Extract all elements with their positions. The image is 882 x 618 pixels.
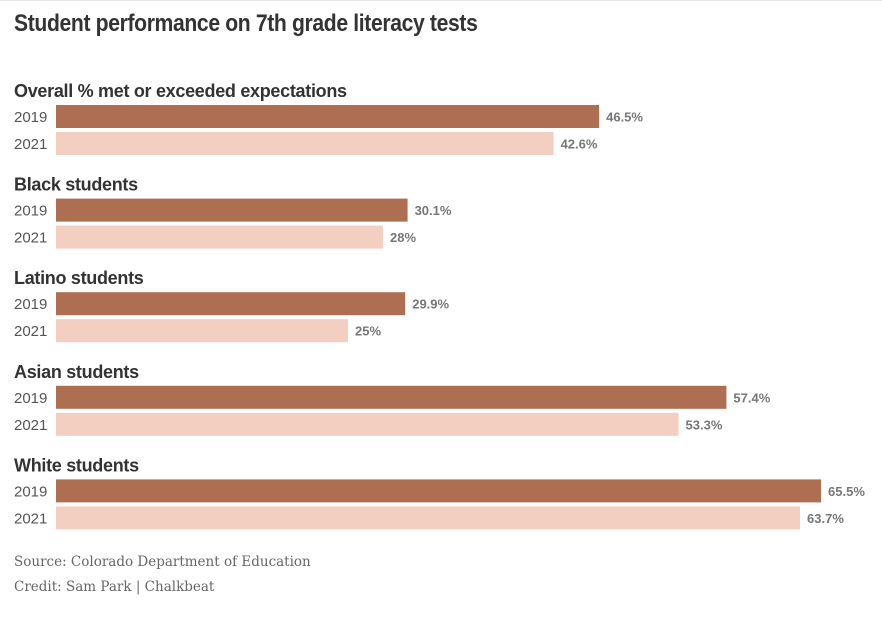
value-label: 25% — [355, 324, 381, 339]
value-label: 63.7% — [807, 511, 844, 526]
year-label: 2021 — [14, 510, 47, 527]
value-label: 57.4% — [733, 390, 770, 405]
bar-chart: Overall % met or exceeded expectations 20… — [14, 81, 865, 530]
group-label: Asian students — [14, 362, 139, 382]
chart-title: Student performance on 7th grade literac… — [14, 10, 478, 37]
bar-2019 — [56, 198, 408, 222]
value-label: 42.6% — [561, 137, 598, 152]
credit-note: Credit: Sam Park | Chalkbeat — [14, 579, 215, 595]
bar-2019 — [56, 105, 600, 128]
bar-2019 — [56, 385, 727, 409]
value-label: 30.1% — [415, 203, 452, 218]
year-label: 2019 — [14, 390, 47, 407]
year-label: 2021 — [14, 323, 47, 340]
value-label: 53.3% — [686, 417, 723, 432]
group-label: White students — [14, 455, 139, 475]
group-label: Black students — [14, 175, 138, 195]
top-divider — [0, 0, 882, 1]
bar-2021 — [56, 225, 384, 249]
year-label: 2021 — [14, 136, 47, 153]
year-label: 2019 — [14, 296, 47, 313]
bar-2021 — [56, 319, 348, 343]
bar-2019 — [56, 292, 406, 316]
source-note: Source: Colorado Department of Education — [14, 554, 311, 570]
bar-2021 — [56, 132, 554, 155]
bar-2021 — [56, 506, 801, 530]
value-label: 29.9% — [412, 297, 449, 312]
year-label: 2019 — [14, 483, 47, 500]
bar-2019 — [56, 479, 822, 503]
year-label: 2021 — [14, 417, 47, 434]
value-label: 65.5% — [828, 484, 865, 499]
group-label: Overall % met or exceeded expectations — [14, 81, 347, 101]
group-label: Latino students — [14, 268, 144, 288]
value-label: 46.5% — [606, 110, 643, 125]
year-label: 2019 — [14, 203, 47, 220]
value-label: 28% — [390, 230, 416, 245]
bar-2021 — [56, 412, 679, 436]
year-label: 2021 — [14, 230, 47, 247]
year-label: 2019 — [14, 109, 47, 126]
